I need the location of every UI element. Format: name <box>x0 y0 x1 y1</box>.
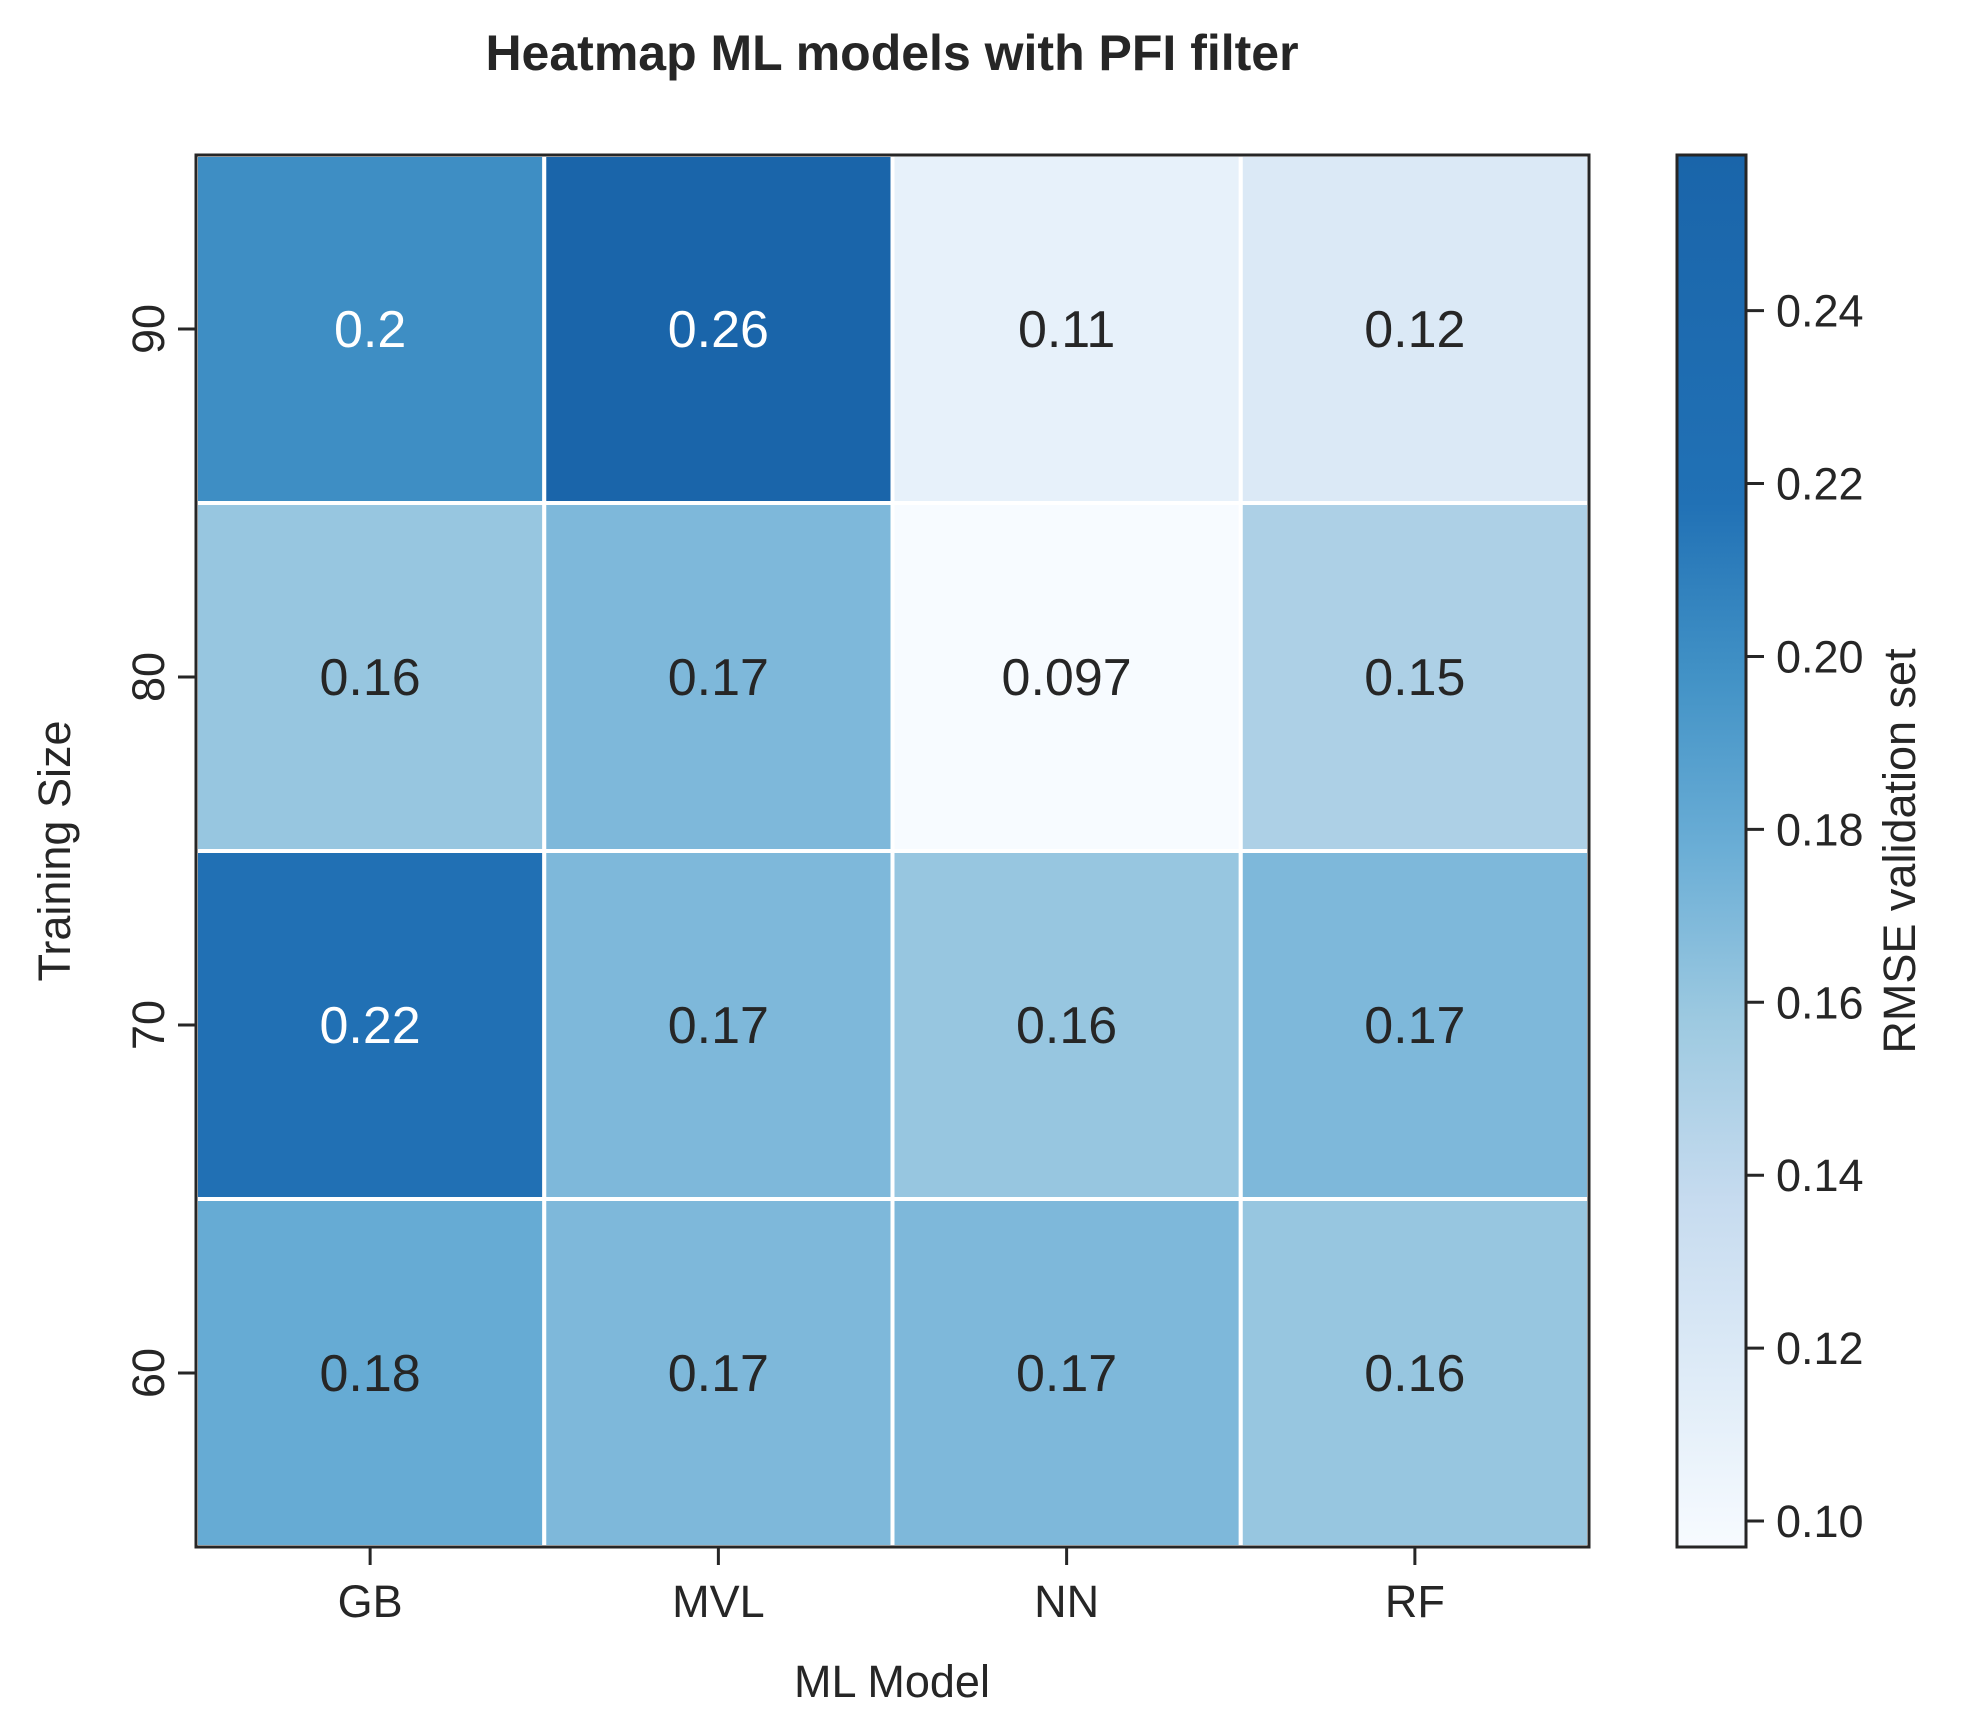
heatmap-cell <box>1238 849 1591 1201</box>
cell-value-label: 0.22 <box>320 997 421 1055</box>
colorbar-tick-label: 0.16 <box>1776 977 1864 1028</box>
heatmap-cell <box>542 501 895 853</box>
heatmap-cell <box>1238 153 1591 505</box>
x-axis-ticks: GB MVL NN RF <box>338 1547 1445 1627</box>
y-tick-label: 80 <box>123 652 174 702</box>
cell-value-label: 0.17 <box>668 1345 769 1403</box>
cell-value-label: 0.17 <box>668 997 769 1055</box>
heatmap-cells <box>194 153 1591 1549</box>
heatmap-cell <box>194 1197 547 1549</box>
heatmap-cell <box>1238 1197 1591 1549</box>
colorbar-tick-label: 0.24 <box>1776 286 1864 337</box>
y-axis-label: Training Size <box>29 721 80 982</box>
cell-value-label: 0.11 <box>1018 301 1115 359</box>
cell-value-label: 0.26 <box>668 301 769 359</box>
cell-value-label: 0.18 <box>320 1345 421 1403</box>
y-axis-ticks: 90 80 70 60 <box>123 304 196 1398</box>
heatmap-cell <box>194 501 547 853</box>
heatmap-cell <box>890 1197 1243 1549</box>
x-axis-label: ML Model <box>794 1656 990 1707</box>
y-tick-label: 90 <box>123 304 174 354</box>
plot-frame <box>194 153 1591 1549</box>
colorbar-tick-label: 0.10 <box>1776 1496 1864 1547</box>
cell-value-label: 0.15 <box>1364 649 1465 707</box>
colorbar-tick-label: 0.12 <box>1776 1323 1864 1374</box>
cell-value-label: 0.16 <box>1364 1345 1465 1403</box>
cell-value-label: 0.17 <box>1364 997 1465 1055</box>
x-tick-label: MVL <box>672 1576 765 1627</box>
cell-value-label: 0.097 <box>1002 649 1132 707</box>
cell-value-label: 0.17 <box>1016 1345 1117 1403</box>
colorbar-ticks: 0.10 0.12 0.14 0.16 0.18 0.20 0.22 0.24 <box>1746 286 1864 1547</box>
colorbar-tick-label: 0.20 <box>1776 631 1864 682</box>
cell-value-label: 0.12 <box>1364 301 1465 359</box>
cell-value-label: 0.16 <box>320 649 421 707</box>
heatmap-cell <box>542 153 895 505</box>
heatmap-cell <box>542 1197 895 1549</box>
y-tick-label: 60 <box>123 1348 174 1398</box>
chart-title: Heatmap ML models with PFI filter <box>485 25 1298 81</box>
cell-value-label: 0.17 <box>668 649 769 707</box>
y-tick-label: 70 <box>123 1000 174 1050</box>
x-tick-label: NN <box>1034 1576 1099 1627</box>
heatmap-cell <box>1238 501 1591 853</box>
colorbar <box>1675 153 1748 1549</box>
x-tick-label: RF <box>1385 1576 1445 1627</box>
cell-value-label: 0.2 <box>334 301 406 359</box>
cell-value-label: 0.16 <box>1016 997 1117 1055</box>
colorbar-tick-label: 0.18 <box>1776 804 1864 855</box>
heatmap-cell-labels: 0.2 0.26 0.11 0.12 0.16 0.17 0.097 0.15 0.22 0.17… <box>320 301 1466 1403</box>
colorbar-tick-label: 0.14 <box>1776 1150 1864 1201</box>
colorbar-label: RMSE validation set <box>1874 648 1925 1054</box>
heatmap-cell <box>194 153 547 505</box>
heatmap-cell <box>542 849 895 1201</box>
colorbar-tick-label: 0.22 <box>1776 459 1864 510</box>
x-tick-label: GB <box>338 1576 403 1627</box>
